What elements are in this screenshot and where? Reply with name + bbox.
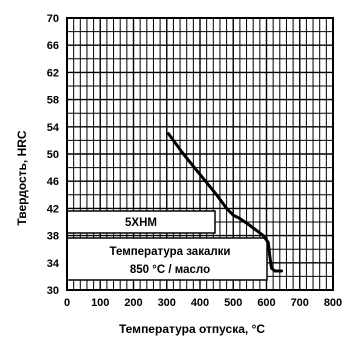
y-tick-label: 58 <box>47 95 59 107</box>
quench-box <box>66 237 268 281</box>
y-tick-label: 70 <box>47 13 59 25</box>
y-tick-label: 38 <box>47 231 59 243</box>
y-tick-label: 54 <box>47 122 60 134</box>
plot-frame <box>66 17 334 291</box>
y-tick-label: 46 <box>47 176 59 188</box>
y-tick-label: 66 <box>47 40 59 52</box>
x-tick-label: 400 <box>191 297 209 309</box>
x-axis-title: Температура отпуска, °C <box>119 322 265 336</box>
y-tick-label: 42 <box>47 203 59 215</box>
x-tick-label: 500 <box>224 297 242 309</box>
y-tick-label: 50 <box>47 149 59 161</box>
series-layer <box>166 132 283 273</box>
x-tick-label: 100 <box>91 297 109 309</box>
y-tick-label: 34 <box>47 258 60 270</box>
x-tick-label: 700 <box>291 297 309 309</box>
series-line-0 <box>166 132 283 273</box>
steel-label: 5ХНМ <box>125 217 157 229</box>
y-axis-title: Твердость, HRC <box>15 130 29 226</box>
x-tick-label: 300 <box>158 297 176 309</box>
x-tick-label: 200 <box>124 297 142 309</box>
x-tick-label: 600 <box>257 297 275 309</box>
x-tick-label: 0 <box>64 297 70 309</box>
ticks-layer: 0 100 200 300 400 500 600 700 800 30 34 38 42 46 50 54 5… <box>47 13 342 309</box>
quench-label-line1: Температура закалки <box>110 246 231 258</box>
x-tick-label: 800 <box>324 297 342 309</box>
y-tick-label: 62 <box>47 67 59 79</box>
quench-label-line2: 850 °C / масло <box>130 264 210 276</box>
y-tick-label: 30 <box>47 285 59 297</box>
